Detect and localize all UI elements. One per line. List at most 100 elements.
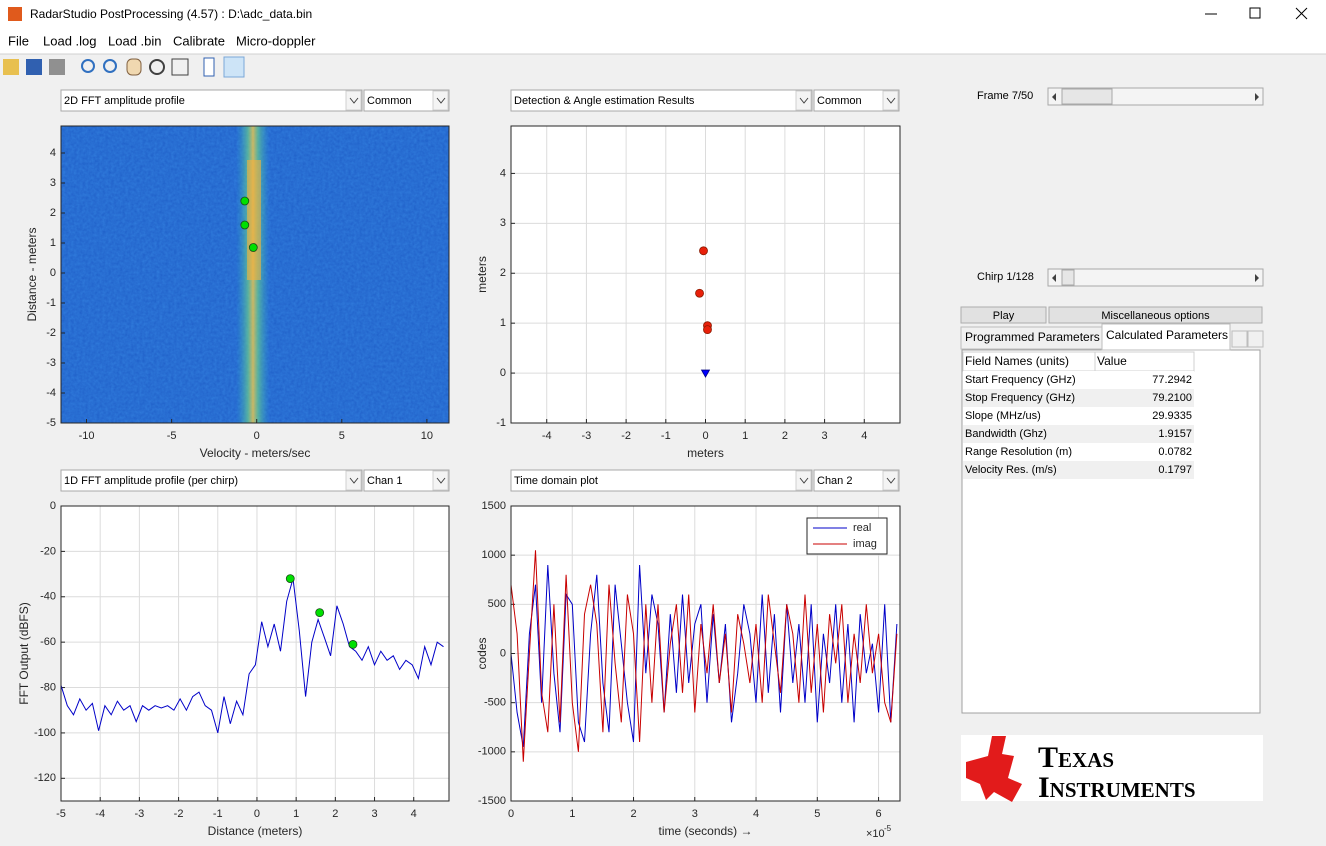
dropdown-arrow (886, 477, 896, 484)
window-title: RadarStudio PostProcessing (4.57) : D:\a… (30, 7, 312, 21)
colorbar-icon[interactable] (203, 57, 215, 77)
x-tick-label: -10 (79, 430, 95, 442)
y-tick-label: -1000 (478, 746, 506, 758)
x-axis-label: Distance (meters) (208, 824, 303, 838)
x-offset-base: ×10 (866, 828, 885, 840)
slider-arrow-right (1255, 93, 1259, 101)
peak-marker (348, 640, 358, 649)
dropdown[interactable] (60, 89, 363, 112)
dropdown-arrow-box (882, 470, 899, 491)
dropdown-arrow (886, 97, 896, 104)
y-tick-label: 0 (50, 267, 56, 279)
zoom-in-icon[interactable] (81, 59, 95, 73)
table-cell: 77.2942 (1152, 374, 1192, 386)
button[interactable] (1048, 306, 1263, 324)
close-button[interactable] (1295, 7, 1308, 20)
x-tick-label: -4 (542, 430, 552, 442)
zoom-out-icon[interactable] (103, 59, 117, 73)
table-cell: 0.1797 (1158, 464, 1192, 476)
table-cell: Slope (MHz/us) (965, 410, 1041, 422)
dropdown[interactable] (363, 89, 450, 112)
x-tick-label: 1 (293, 808, 299, 820)
button[interactable] (960, 306, 1047, 324)
dropdown[interactable] (510, 469, 813, 492)
table-cell: 1.9157 (1158, 428, 1192, 440)
dropdown-arrow (349, 477, 359, 484)
x-tick-label: 0 (508, 808, 514, 820)
legend-label: imag (853, 538, 877, 550)
slider-arrow-right (1255, 274, 1259, 282)
y-tick-label: 500 (488, 598, 506, 610)
dropdown[interactable] (510, 89, 813, 112)
data-line (510, 550, 898, 762)
save-icon[interactable] (26, 59, 42, 75)
slider-label: Frame 7/50 (977, 90, 1033, 102)
y-tick-label: 1 (500, 317, 506, 329)
pan-icon[interactable] (126, 58, 142, 76)
y-tick-label: -2 (46, 327, 56, 339)
menu-item[interactable]: Load .bin (108, 33, 162, 48)
dropdown-arrow (436, 97, 446, 104)
x-tick-label: 2 (332, 808, 338, 820)
dropdown[interactable] (60, 469, 363, 492)
table-cell: 29.9335 (1152, 410, 1192, 422)
y-tick-label: -1 (46, 297, 56, 309)
x-tick-label: 3 (371, 808, 377, 820)
y-tick-label: 0 (50, 500, 56, 512)
dropdown[interactable] (363, 469, 450, 492)
toolbar (3, 56, 245, 78)
y-tick-label: -120 (34, 772, 56, 784)
x-axis-label: Velocity - meters/sec (200, 446, 311, 460)
x-tick-label: -4 (95, 808, 105, 820)
table-cell: Stop Frequency (GHz) (965, 392, 1075, 404)
dropdown[interactable] (813, 89, 900, 112)
menu-item[interactable]: Micro-doppler (236, 33, 316, 48)
slider-thumb[interactable] (1061, 269, 1075, 286)
tab[interactable] (1101, 323, 1231, 351)
tab-scroll-right[interactable] (1247, 330, 1264, 348)
menu-item[interactable]: Calibrate (173, 33, 225, 48)
x-tick-label: -5 (167, 430, 177, 442)
table-cell: Start Frequency (GHz) (965, 374, 1076, 386)
x-tick-label: 1 (742, 430, 748, 442)
x-tick-label: 2 (630, 808, 636, 820)
detection-marker (700, 369, 711, 378)
dropdown-text: Chan 1 (367, 475, 402, 487)
open-icon[interactable] (3, 59, 19, 75)
detection-marker (703, 325, 712, 335)
peak-marker (240, 220, 250, 230)
datacursor-icon[interactable] (171, 58, 189, 76)
dropdown[interactable] (813, 469, 900, 492)
y-tick-label: -1 (496, 417, 506, 429)
x-offset-exponent: -5 (884, 824, 892, 833)
tab-label: Programmed Parameters (965, 330, 1100, 344)
y-tick-label: -80 (40, 681, 56, 693)
slider-thumb[interactable] (1061, 88, 1113, 105)
table-cell: Bandwidth (Ghz) (965, 428, 1047, 440)
maximize-button[interactable] (1249, 7, 1261, 19)
legend-icon[interactable] (223, 56, 245, 78)
y-tick-label: -60 (40, 636, 56, 648)
table-row (963, 371, 1194, 389)
menu-bar (0, 30, 1326, 54)
table-cell: Velocity Res. (m/s) (965, 464, 1057, 476)
menu-item[interactable]: File (8, 33, 29, 48)
dropdown-arrow (799, 97, 809, 104)
tab-scroll-left[interactable] (1231, 330, 1248, 348)
y-tick-label: 4 (500, 167, 506, 179)
dropdown-arrow-box (882, 90, 899, 111)
print-icon[interactable] (49, 59, 65, 75)
data-line (60, 578, 444, 734)
dropdown-text: Common (367, 95, 412, 107)
x-tick-label: 4 (411, 808, 417, 820)
table-row (963, 461, 1194, 479)
logo-text: Instruments (1038, 771, 1196, 804)
y-tick-label: 3 (50, 177, 56, 189)
menu-item[interactable]: Load .log (43, 33, 97, 48)
rotate-icon[interactable] (149, 59, 165, 75)
slider-track[interactable] (1047, 268, 1264, 287)
dropdown-text: Common (817, 95, 862, 107)
legend-label: real (853, 522, 871, 534)
y-tick-label: 0 (500, 367, 506, 379)
